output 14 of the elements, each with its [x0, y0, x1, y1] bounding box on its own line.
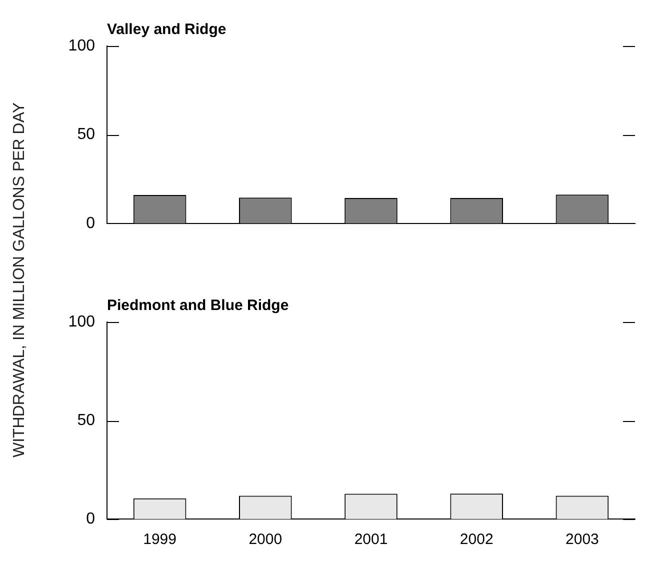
chart-title: Piedmont and Blue Ridge — [107, 297, 289, 314]
y-tick-label: 0 — [86, 510, 96, 528]
chart-title: Valley and Ridge — [107, 21, 226, 38]
y-tick-label: 100 — [68, 37, 96, 54]
y-tick-label: 50 — [77, 126, 96, 144]
x-tick-label: 2002 — [460, 531, 494, 548]
x-tick-label: 2003 — [566, 531, 599, 548]
x-tick-label: 2001 — [354, 531, 388, 548]
y-tick-label: 100 — [68, 313, 96, 330]
x-tick-label: 2000 — [248, 531, 282, 548]
y-tick-label: 50 — [77, 412, 96, 429]
x-tick-label: 1999 — [143, 531, 176, 548]
y-axis-title: WITHDRAWAL, IN MILLION GALLONS PER DAY — [11, 102, 29, 458]
y-tick-label: 0 — [86, 214, 96, 232]
